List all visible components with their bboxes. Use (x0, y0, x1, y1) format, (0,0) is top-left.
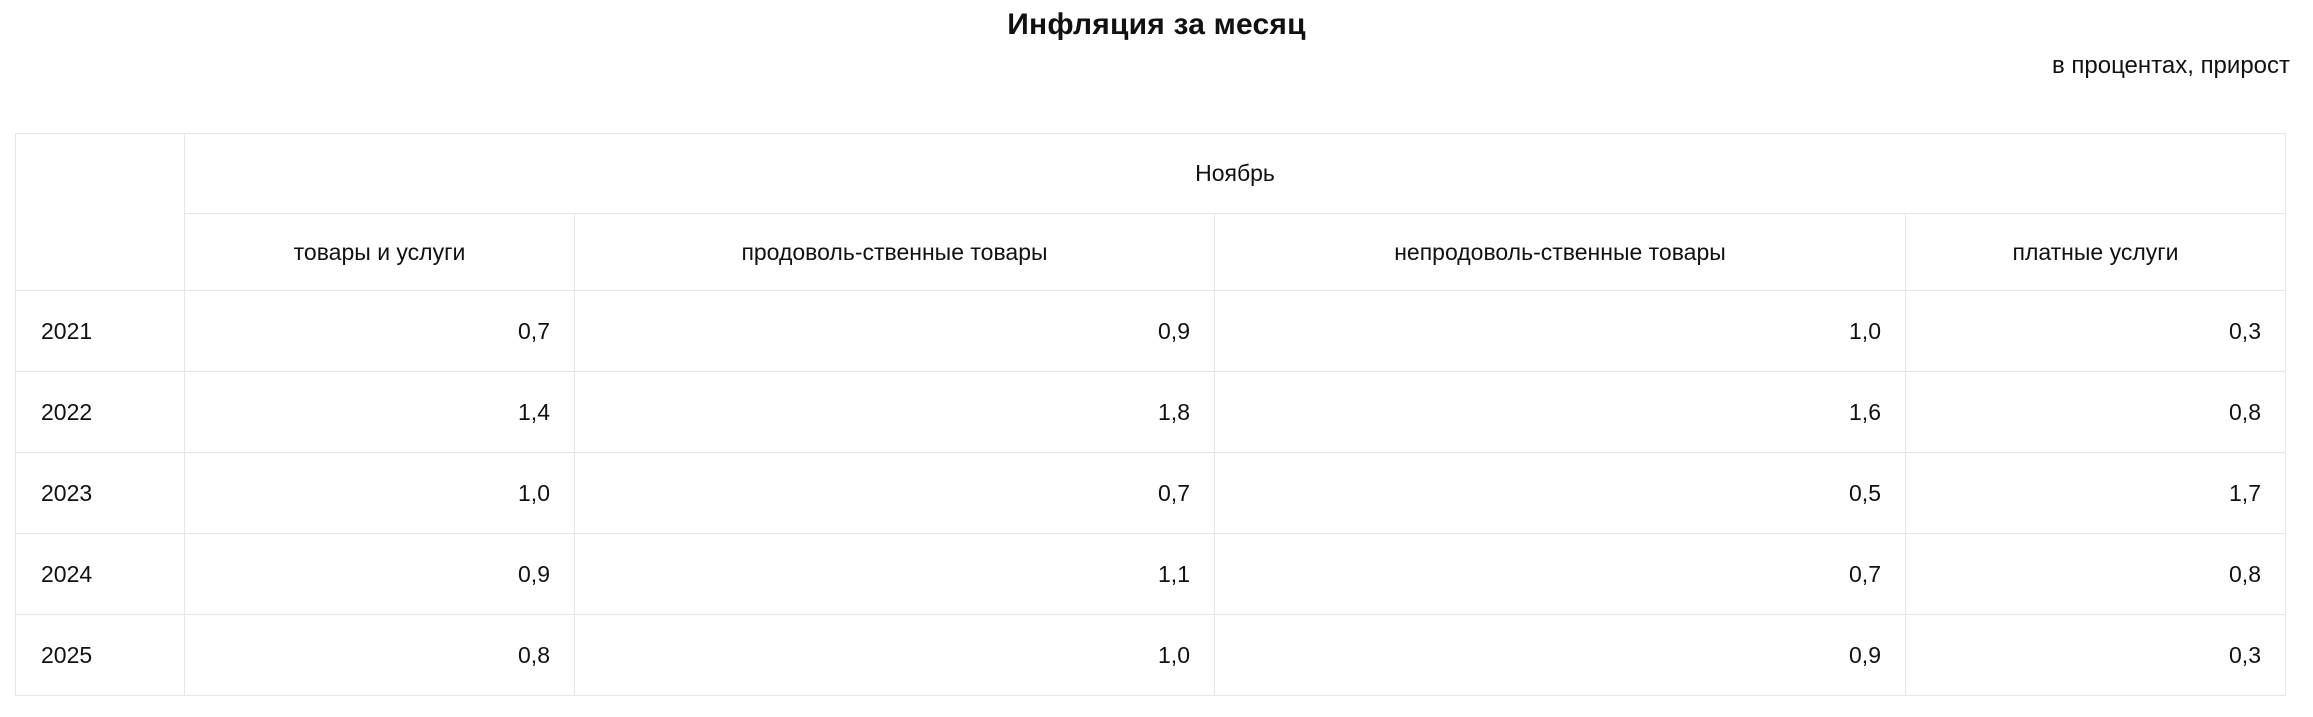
page: Инфляция за месяц в процентах, прирост Н… (0, 6, 2313, 696)
page-subtitle: в процентах, прирост (2051, 52, 2290, 79)
value-cell: 1,0 (184, 452, 575, 534)
value-cell: 0,8 (1905, 533, 2286, 615)
value-cell: 0,7 (1214, 533, 1906, 615)
value-cell: 1,8 (574, 371, 1215, 453)
value-cell: 0,9 (184, 533, 575, 615)
value-cell: 0,3 (1905, 290, 2286, 372)
year-cell: 2023 (15, 452, 185, 534)
column-header: продоволь-ственные товары (574, 213, 1215, 291)
year-cell: 2022 (15, 371, 185, 453)
column-header-row: товары и услуги продоволь-ственные товары… (16, 213, 2286, 291)
value-cell: 0,5 (1214, 452, 1906, 534)
year-cell: 2021 (15, 290, 185, 372)
value-cell: 0,8 (1905, 371, 2286, 453)
table-body: 2021 0,7 0,9 1,0 0,3 2022 1,4 1,8 1,6 0,8 2023 1,0 0… (15, 290, 2286, 696)
value-cell: 0,7 (184, 290, 575, 372)
year-cell: 2024 (15, 533, 185, 615)
table-row: 2025 0,8 1,0 0,9 0,3 (15, 614, 2286, 696)
column-header: платные услуги (1905, 213, 2286, 291)
value-cell: 0,8 (184, 614, 575, 696)
column-header: непродоволь-ственные товары (1214, 213, 1906, 291)
table-row: 2021 0,7 0,9 1,0 0,3 (15, 290, 2286, 372)
year-cell: 2025 (15, 614, 185, 696)
inflation-table: Ноябрь товары и услуги продоволь-ственные… (15, 133, 2286, 696)
value-cell: 1,4 (184, 371, 575, 453)
corner-cell (15, 133, 185, 291)
value-cell: 1,1 (574, 533, 1215, 615)
value-cell: 1,6 (1214, 371, 1906, 453)
table-row: 2022 1,4 1,8 1,6 0,8 (15, 371, 2286, 453)
table-row: 2023 1,0 0,7 0,5 1,7 (15, 452, 2286, 534)
value-cell: 0,9 (574, 290, 1215, 372)
value-cell: 1,0 (574, 614, 1215, 696)
value-cell: 0,7 (574, 452, 1215, 534)
value-cell: 0,3 (1905, 614, 2286, 696)
value-cell: 1,0 (1214, 290, 1906, 372)
page-title: Инфляция за месяц (1007, 8, 1306, 41)
table-row: 2024 0,9 1,1 0,7 0,8 (15, 533, 2286, 615)
column-header: товары и услуги (184, 213, 575, 291)
value-cell: 1,7 (1905, 452, 2286, 534)
month-header: Ноябрь (184, 133, 2286, 214)
value-cell: 0,9 (1214, 614, 1906, 696)
month-header-row: Ноябрь (15, 133, 2286, 291)
